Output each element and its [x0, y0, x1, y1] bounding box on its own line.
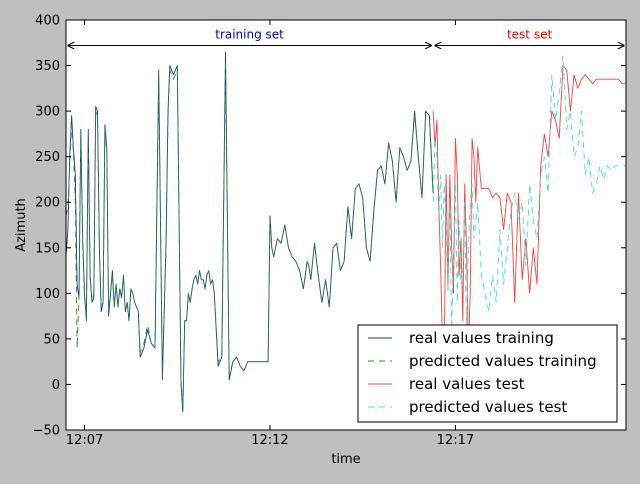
- y-tick-label: 250: [35, 150, 60, 165]
- x-axis-label: time: [331, 452, 360, 467]
- y-tick-label: 350: [35, 59, 60, 74]
- x-tick-label: 12:17: [437, 433, 474, 448]
- legend-label-4: predicted values test: [409, 398, 567, 416]
- y-tick-label: 0: [52, 378, 60, 393]
- y-tick-label: 300: [35, 105, 60, 120]
- legend-label-1: real values training: [409, 329, 554, 347]
- x-tick-label: 12:07: [66, 433, 103, 448]
- y-tick-label: −50: [33, 424, 60, 439]
- legend-box: [357, 324, 618, 423]
- legend-label-2: predicted values training: [409, 352, 597, 370]
- y-tick-label: 200: [35, 196, 60, 211]
- x-tick-label: 12:12: [251, 433, 288, 448]
- y-tick-label: 50: [43, 332, 60, 347]
- annotation-label-2: test set: [507, 28, 552, 42]
- y-tick-label: 400: [35, 14, 60, 29]
- y-tick-label: 100: [35, 287, 60, 302]
- y-tick-label: 150: [35, 241, 60, 256]
- series-line-4: [432, 55, 626, 331]
- plot-frame: [65, 19, 627, 431]
- series-line-2: [66, 60, 434, 408]
- legend: real values training predicted values tra…: [357, 324, 618, 423]
- legend-label-3: real values test: [409, 375, 525, 393]
- y-axis-label: Azimuth: [14, 198, 29, 252]
- annotation-label-1: training set: [215, 28, 284, 42]
